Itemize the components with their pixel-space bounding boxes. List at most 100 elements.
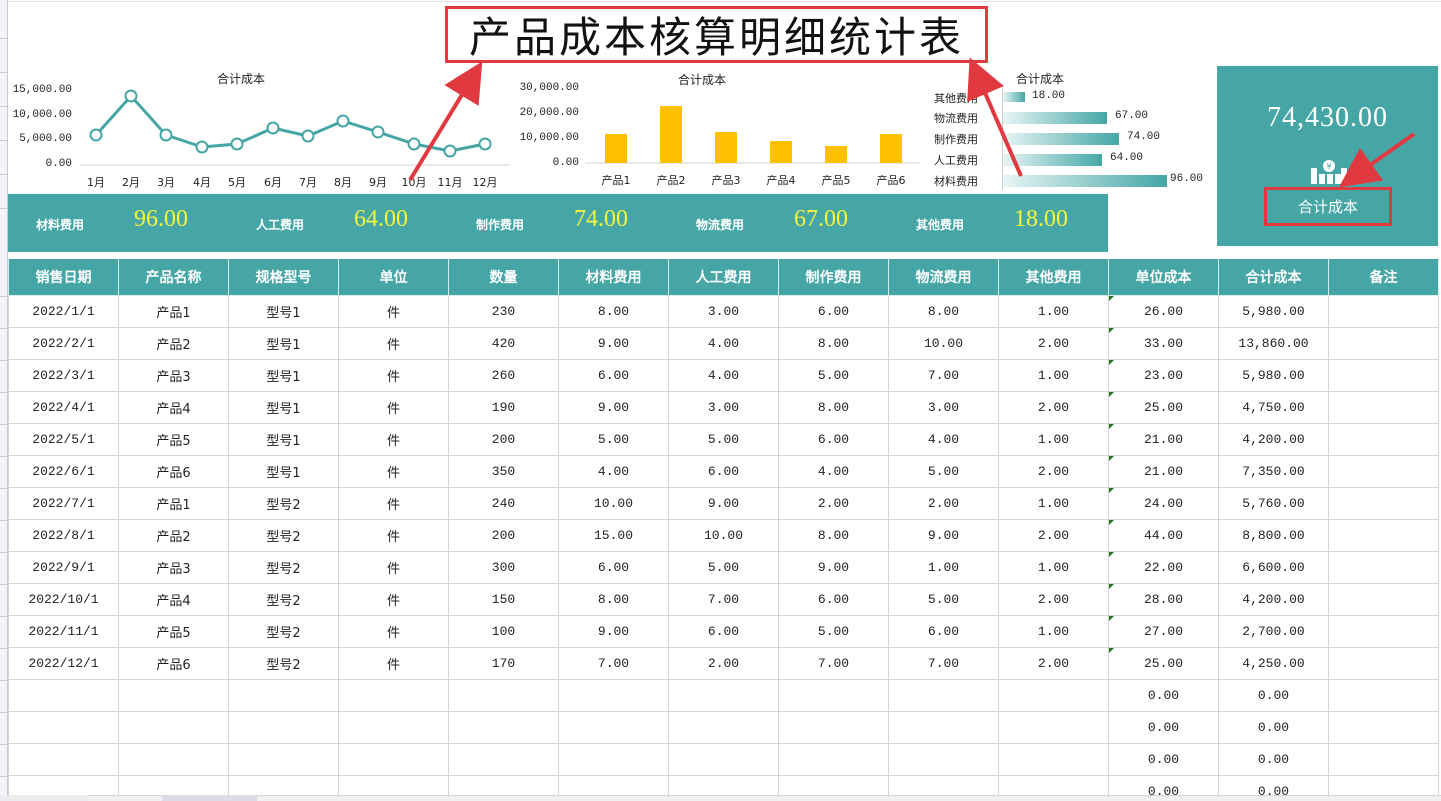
cell-unit[interactable]: 件 — [338, 518, 449, 552]
cell-labor-cost[interactable]: 5.00 — [668, 550, 779, 584]
cell-model[interactable] — [228, 742, 339, 776]
cell-remarks[interactable] — [1328, 550, 1439, 584]
cell-material-cost[interactable]: 10.00 — [558, 486, 669, 520]
cell-labor-cost[interactable] — [668, 678, 779, 712]
col-header-unit-cost[interactable]: 单位成本 — [1108, 259, 1219, 296]
cell-production-cost[interactable]: 6.00 — [778, 294, 889, 328]
cell-remarks[interactable] — [1328, 678, 1439, 712]
cell-product-name[interactable]: 产品1 — [118, 486, 229, 520]
cell-other-cost[interactable] — [998, 678, 1109, 712]
cell-sale-date[interactable]: 2022/2/1 — [8, 326, 119, 360]
col-header-model[interactable]: 规格型号 — [228, 259, 339, 296]
cell-total-cost[interactable]: 6,600.00 — [1218, 550, 1329, 584]
cell-material-cost[interactable]: 4.00 — [558, 454, 669, 488]
cell-model[interactable]: 型号2 — [228, 646, 339, 680]
cell-sale-date[interactable]: 2022/12/1 — [8, 646, 119, 680]
cell-production-cost[interactable]: 5.00 — [778, 614, 889, 648]
cell-unit[interactable]: 件 — [338, 390, 449, 424]
col-header-material-cost[interactable]: 材料费用 — [558, 259, 669, 296]
cell-sale-date[interactable]: 2022/3/1 — [8, 358, 119, 392]
cell-unit-cost[interactable]: 21.00 — [1108, 454, 1219, 488]
cell-other-cost[interactable]: 1.00 — [998, 550, 1109, 584]
cell-unit-cost[interactable]: 0.00 — [1108, 710, 1219, 744]
cell-total-cost[interactable]: 8,800.00 — [1218, 518, 1329, 552]
cell-unit-cost[interactable]: 25.00 — [1108, 646, 1219, 680]
cell-product-name[interactable]: 产品6 — [118, 646, 229, 680]
cell-quantity[interactable]: 260 — [448, 358, 559, 392]
cell-other-cost[interactable]: 2.00 — [998, 518, 1109, 552]
cell-total-cost[interactable]: 5,980.00 — [1218, 294, 1329, 328]
cell-quantity[interactable]: 350 — [448, 454, 559, 488]
cell-sale-date[interactable] — [8, 678, 119, 712]
cell-unit-cost[interactable]: 27.00 — [1108, 614, 1219, 648]
cell-production-cost[interactable]: 9.00 — [778, 550, 889, 584]
cell-model[interactable] — [228, 678, 339, 712]
cell-unit-cost[interactable]: 24.00 — [1108, 486, 1219, 520]
cell-other-cost[interactable]: 1.00 — [998, 614, 1109, 648]
cell-labor-cost[interactable]: 4.00 — [668, 326, 779, 360]
col-header-logistics-cost[interactable]: 物流费用 — [888, 259, 999, 296]
cell-other-cost[interactable]: 2.00 — [998, 582, 1109, 616]
cell-material-cost[interactable]: 15.00 — [558, 518, 669, 552]
cell-model[interactable]: 型号1 — [228, 294, 339, 328]
cell-remarks[interactable] — [1328, 294, 1439, 328]
cell-remarks[interactable] — [1328, 390, 1439, 424]
cell-product-name[interactable]: 产品2 — [118, 518, 229, 552]
cell-logistics-cost[interactable] — [888, 678, 999, 712]
column-chart[interactable]: 合计成本 30,000.00 20,000.00 10,000.00 0.00 … — [515, 66, 925, 192]
cell-product-name[interactable] — [118, 710, 229, 744]
cell-logistics-cost[interactable]: 7.00 — [888, 646, 999, 680]
cell-unit-cost[interactable]: 26.00 — [1108, 294, 1219, 328]
cell-unit[interactable]: 件 — [338, 646, 449, 680]
cell-labor-cost[interactable]: 3.00 — [668, 390, 779, 424]
cell-product-name[interactable]: 产品3 — [118, 550, 229, 584]
cell-remarks[interactable] — [1328, 710, 1439, 744]
cell-remarks[interactable] — [1328, 422, 1439, 456]
cell-total-cost[interactable]: 0.00 — [1218, 710, 1329, 744]
cell-product-name[interactable]: 产品2 — [118, 326, 229, 360]
cell-sale-date[interactable]: 2022/8/1 — [8, 518, 119, 552]
cell-unit-cost[interactable]: 44.00 — [1108, 518, 1219, 552]
cell-logistics-cost[interactable]: 6.00 — [888, 614, 999, 648]
col-header-other-cost[interactable]: 其他费用 — [998, 259, 1109, 296]
cell-production-cost[interactable]: 8.00 — [778, 326, 889, 360]
cell-model[interactable]: 型号1 — [228, 454, 339, 488]
cell-quantity[interactable]: 170 — [448, 646, 559, 680]
cell-labor-cost[interactable]: 5.00 — [668, 422, 779, 456]
cell-unit[interactable]: 件 — [338, 358, 449, 392]
cell-unit-cost[interactable]: 0.00 — [1108, 678, 1219, 712]
cell-production-cost[interactable]: 2.00 — [778, 486, 889, 520]
cell-labor-cost[interactable]: 10.00 — [668, 518, 779, 552]
cell-other-cost[interactable]: 1.00 — [998, 294, 1109, 328]
cell-quantity[interactable]: 150 — [448, 582, 559, 616]
cell-model[interactable]: 型号1 — [228, 390, 339, 424]
cell-production-cost[interactable]: 8.00 — [778, 390, 889, 424]
cell-material-cost[interactable]: 9.00 — [558, 326, 669, 360]
cell-remarks[interactable] — [1328, 454, 1439, 488]
cell-labor-cost[interactable]: 3.00 — [668, 294, 779, 328]
cell-production-cost[interactable] — [778, 742, 889, 776]
cell-quantity[interactable]: 230 — [448, 294, 559, 328]
cell-logistics-cost[interactable]: 5.00 — [888, 582, 999, 616]
cell-labor-cost[interactable]: 6.00 — [668, 614, 779, 648]
cell-logistics-cost[interactable]: 3.00 — [888, 390, 999, 424]
cell-unit[interactable]: 件 — [338, 326, 449, 360]
cell-production-cost[interactable] — [778, 710, 889, 744]
cell-unit[interactable]: 件 — [338, 582, 449, 616]
cell-sale-date[interactable]: 2022/1/1 — [8, 294, 119, 328]
cell-model[interactable]: 型号2 — [228, 582, 339, 616]
cell-production-cost[interactable]: 6.00 — [778, 582, 889, 616]
cell-total-cost[interactable]: 4,200.00 — [1218, 582, 1329, 616]
cell-model[interactable]: 型号2 — [228, 550, 339, 584]
cell-production-cost[interactable]: 6.00 — [778, 422, 889, 456]
cell-material-cost[interactable]: 5.00 — [558, 422, 669, 456]
cell-production-cost[interactable]: 5.00 — [778, 358, 889, 392]
col-header-quantity[interactable]: 数量 — [448, 259, 559, 296]
col-header-labor-cost[interactable]: 人工费用 — [668, 259, 779, 296]
cell-total-cost[interactable]: 5,980.00 — [1218, 358, 1329, 392]
cell-other-cost[interactable]: 1.00 — [998, 486, 1109, 520]
cell-unit-cost[interactable]: 33.00 — [1108, 326, 1219, 360]
cell-labor-cost[interactable]: 9.00 — [668, 486, 779, 520]
cell-unit-cost[interactable]: 28.00 — [1108, 582, 1219, 616]
cell-logistics-cost[interactable] — [888, 710, 999, 744]
